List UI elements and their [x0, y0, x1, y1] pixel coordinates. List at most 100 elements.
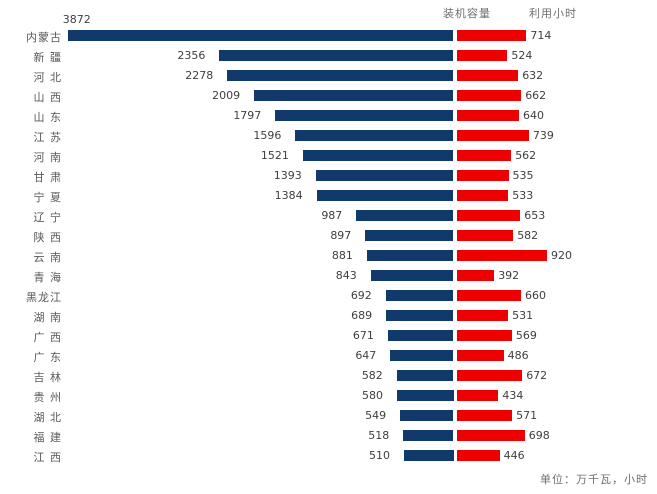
capacity-bar — [316, 190, 454, 201]
capacity-bar — [396, 370, 454, 381]
legend-capacity-label: 装机容量 — [443, 7, 491, 20]
province-label: 福 建 — [33, 431, 62, 444]
province-label: 青 海 — [33, 271, 62, 284]
hours-bar — [456, 410, 513, 421]
province-label: 江 苏 — [33, 131, 62, 144]
hours-bar — [456, 30, 527, 41]
capacity-bar — [400, 410, 454, 421]
capacity-bar — [295, 130, 454, 141]
hours-value-label: 569 — [515, 329, 537, 342]
capacity-bar — [370, 270, 454, 281]
capacity-value-label: 647 — [355, 349, 377, 362]
hours-value-label: 660 — [525, 289, 546, 302]
hours-value-label: 739 — [532, 129, 554, 142]
hours-bar — [456, 190, 509, 201]
capacity-value-label: 582 — [361, 369, 383, 382]
capacity-bar — [275, 110, 454, 121]
capacity-value-label: 897 — [330, 229, 352, 242]
capacity-bar — [365, 230, 454, 241]
hours-value-label: 533 — [512, 189, 534, 202]
capacity-bar — [385, 290, 454, 301]
hours-value-label: 698 — [528, 429, 550, 442]
hours-bar — [456, 390, 499, 401]
hours-value-label: 920 — [551, 249, 572, 262]
hours-bar — [456, 270, 495, 281]
capacity-value-label: 1797 — [233, 109, 262, 122]
capacity-value-label: 692 — [350, 289, 372, 302]
hours-value-label: 392 — [498, 269, 520, 282]
hours-value-label: 662 — [525, 89, 547, 102]
hours-bar — [456, 370, 523, 381]
capacity-value-label: 580 — [362, 389, 383, 402]
province-label: 云 南 — [33, 251, 62, 264]
capacity-bar — [390, 350, 454, 361]
hours-bar — [456, 250, 547, 261]
hours-value-label: 582 — [517, 229, 539, 242]
province-label: 河 南 — [33, 151, 62, 164]
capacity-value-label: 671 — [352, 329, 374, 342]
hours-value-label: 446 — [503, 449, 525, 462]
hours-bar — [456, 50, 508, 61]
capacity-value-label: 2278 — [185, 69, 214, 82]
hours-value-label: 653 — [524, 209, 546, 222]
legend-hours-label: 利用小时 — [529, 7, 577, 20]
province-label: 辽 宁 — [33, 211, 62, 224]
hours-bar — [456, 430, 525, 441]
hours-value-label: 535 — [512, 169, 534, 182]
hours-bar — [456, 130, 529, 141]
capacity-value-label: 518 — [368, 429, 390, 442]
hours-value-label: 524 — [511, 49, 533, 62]
province-label: 湖 北 — [33, 411, 62, 424]
hours-value-label: 640 — [523, 109, 544, 122]
hours-value-label: 486 — [507, 349, 529, 362]
hours-value-label: 571 — [516, 409, 538, 422]
province-label: 湖 南 — [33, 311, 62, 324]
province-label: 江 西 — [33, 451, 62, 464]
hours-bar — [456, 230, 514, 241]
hours-bar — [456, 150, 512, 161]
hours-bar — [456, 110, 519, 121]
capacity-bar — [227, 70, 454, 81]
hours-bar — [456, 450, 500, 461]
hours-bar — [456, 70, 519, 81]
hours-value-label: 672 — [526, 369, 548, 382]
capacity-value-label: 510 — [369, 449, 390, 462]
capacity-value-label: 987 — [321, 209, 343, 222]
hours-value-label: 531 — [512, 309, 534, 322]
capacity-value-label: 2009 — [212, 89, 241, 102]
hours-bar — [456, 310, 509, 321]
province-label: 宁 夏 — [33, 191, 62, 204]
hours-bar — [456, 90, 522, 101]
province-label: 山 西 — [33, 91, 62, 104]
province-label: 山 东 — [33, 111, 62, 124]
capacity-value-label: 549 — [365, 409, 387, 422]
capacity-value-label: 2356 — [177, 49, 206, 62]
capacity-value-label: 881 — [331, 249, 353, 262]
capacity-bar — [315, 170, 454, 181]
capacity-bar — [397, 390, 454, 401]
capacity-value-label: 1384 — [274, 189, 303, 202]
province-label: 甘 肃 — [33, 171, 62, 184]
hours-value-label: 632 — [522, 69, 544, 82]
capacity-value-label: 3872 — [62, 13, 91, 26]
capacity-bar — [67, 30, 454, 41]
capacity-bar — [403, 430, 454, 441]
unit-note: 单位：万千瓦，小时 — [540, 473, 648, 486]
province-label: 广 东 — [33, 351, 62, 364]
capacity-value-label: 1393 — [273, 169, 302, 182]
capacity-bar — [356, 210, 454, 221]
province-label: 黑龙江 — [26, 291, 62, 304]
capacity-value-label: 843 — [335, 269, 357, 282]
capacity-bar — [366, 250, 454, 261]
hours-value-label: 714 — [530, 29, 552, 42]
hours-bar — [456, 350, 504, 361]
capacity-bar — [404, 450, 454, 461]
hours-value-label: 434 — [502, 389, 524, 402]
capacity-bar — [219, 50, 454, 61]
hours-bar — [456, 170, 509, 181]
capacity-value-label: 1521 — [260, 149, 289, 162]
hours-bar — [456, 330, 512, 341]
province-label: 吉 林 — [33, 371, 62, 384]
capacity-bar — [254, 90, 454, 101]
